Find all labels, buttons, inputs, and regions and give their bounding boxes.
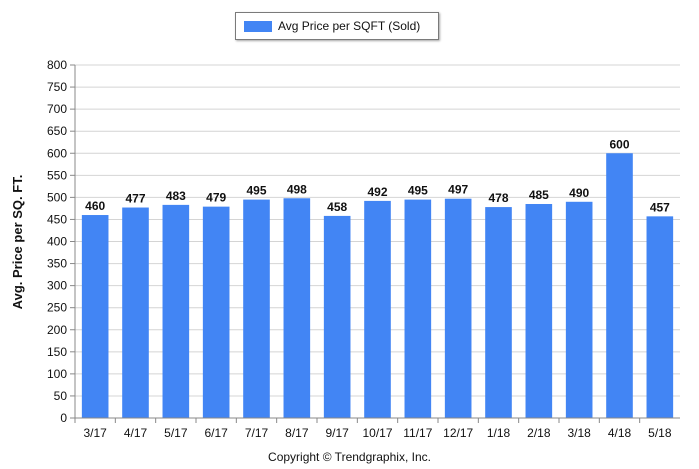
axes (74, 65, 680, 419)
bar-4-17 (122, 207, 149, 418)
y-tick-label: 250 (47, 301, 67, 315)
bar-5-17 (162, 204, 190, 418)
data-label: 600 (609, 137, 629, 151)
bar-7-17 (243, 199, 270, 418)
bar-1-18 (485, 207, 512, 418)
bar-11-17 (404, 199, 432, 418)
bar-2-18 (525, 203, 553, 418)
y-tick-label: 600 (47, 146, 67, 160)
x-tick-label: 11/17 (403, 426, 432, 440)
x-tick-label: 1/18 (487, 426, 511, 440)
x-tick-label: 8/17 (285, 426, 309, 440)
copyright-text: Copyright © Trendgraphix, Inc. (268, 450, 431, 464)
bar-9-17 (323, 215, 351, 418)
y-tick-label: 700 (47, 102, 67, 116)
y-tick-label: 50 (54, 389, 68, 403)
bar-5-18 (646, 216, 674, 418)
y-tick-label: 200 (47, 323, 67, 337)
data-label: 458 (327, 200, 347, 214)
data-label: 477 (125, 192, 145, 206)
y-tick-label: 400 (47, 235, 67, 249)
data-labels: 460 477 483 479 495 498 458 492 495 497 478 485 490 6… (85, 137, 670, 214)
x-tick-label: 2/18 (527, 426, 551, 440)
data-label: 485 (529, 188, 549, 202)
data-label: 495 (408, 184, 428, 198)
x-tick-label: 9/17 (325, 426, 349, 440)
y-tick-label: 650 (47, 124, 67, 138)
data-label: 497 (448, 183, 468, 197)
y-tick-label: 750 (47, 80, 67, 94)
data-label: 460 (85, 199, 105, 213)
data-label: 495 (246, 184, 266, 198)
data-label: 492 (367, 185, 387, 199)
y-tick-label: 350 (47, 257, 67, 271)
x-tick-label: 6/17 (204, 426, 228, 440)
legend-swatch (244, 21, 272, 32)
x-tick-label: 4/18 (608, 426, 632, 440)
bar-10-17 (364, 200, 391, 418)
data-label: 483 (166, 189, 186, 203)
y-tick-label: 500 (47, 190, 67, 204)
bar-8-17 (283, 198, 311, 418)
legend-label: Avg Price per SQFT (Sold) (278, 19, 421, 33)
bars (81, 153, 674, 418)
y-tick-label: 550 (47, 168, 67, 182)
y-tick-label: 100 (47, 367, 67, 381)
data-label: 498 (287, 182, 307, 196)
y-axis-ticks: 0 50 100 150 200 250 300 350 400 450 500 550 600 650 7… (47, 58, 75, 425)
x-tick-label: 12/17 (443, 426, 473, 440)
bar-6-17 (202, 206, 230, 418)
bar-12-17 (444, 198, 472, 418)
x-tick-label: 3/17 (83, 426, 107, 440)
y-tick-label: 450 (47, 212, 67, 226)
y-tick-label: 800 (47, 58, 67, 72)
y-tick-label: 150 (47, 345, 67, 359)
legend: Avg Price per SQFT (Sold) (235, 12, 439, 40)
x-tick-label: 10/17 (362, 426, 392, 440)
data-label: 479 (206, 191, 226, 205)
x-tick-label: 4/17 (124, 426, 148, 440)
bar-4-18 (606, 153, 633, 418)
data-label: 490 (569, 186, 589, 200)
y-tick-label: 300 (47, 279, 67, 293)
bar-3-17 (81, 215, 109, 418)
x-tick-label: 7/17 (245, 426, 269, 440)
x-axis-ticks: 3/17 4/17 5/17 6/17 7/17 8/17 9/17 10/17 11/17 12… (74, 418, 672, 440)
data-label: 478 (488, 191, 508, 205)
x-tick-label: 5/17 (164, 426, 188, 440)
x-tick-label: 5/18 (648, 426, 672, 440)
bar-3-18 (565, 201, 593, 418)
y-tick-label: 0 (60, 411, 67, 425)
y-axis-label: Avg. Price per SQ. FT. (10, 175, 25, 310)
x-tick-label: 3/18 (567, 426, 591, 440)
data-label: 457 (650, 200, 670, 214)
